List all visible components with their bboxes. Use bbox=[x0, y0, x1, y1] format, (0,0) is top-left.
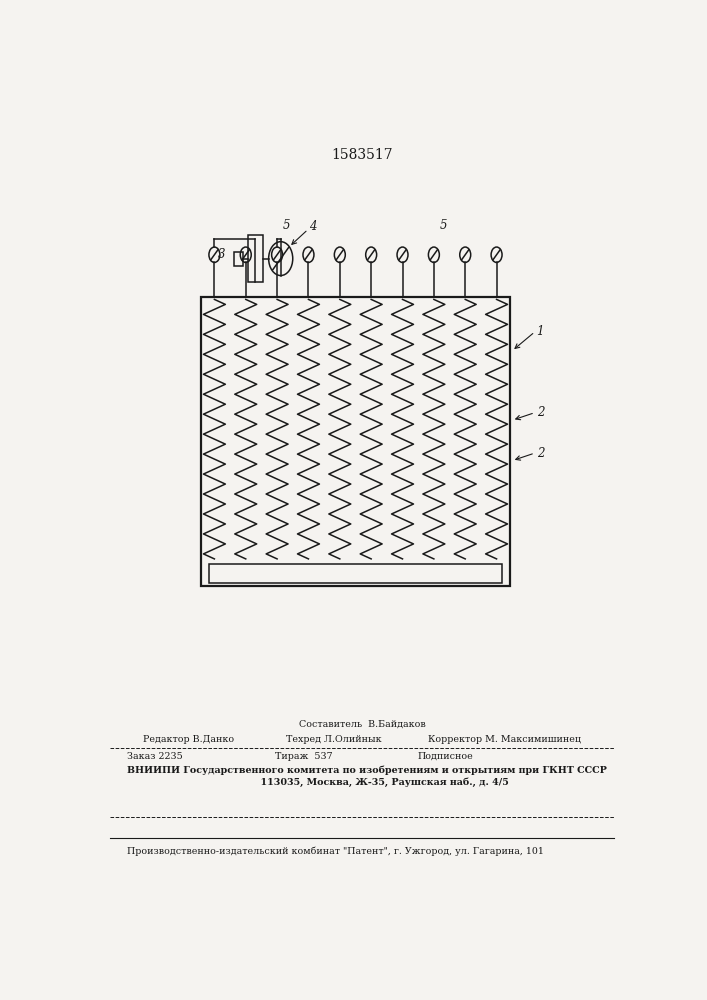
Text: Составитель  В.Байдаков: Составитель В.Байдаков bbox=[299, 720, 426, 729]
Text: Подписное: Подписное bbox=[417, 752, 473, 761]
Text: 1: 1 bbox=[537, 325, 544, 338]
Text: 2: 2 bbox=[537, 447, 544, 460]
Text: Редактор В.Данко: Редактор В.Данко bbox=[144, 735, 234, 744]
Text: ВНИИПИ Государственного комитета по изобретениям и открытиям при ГКНТ СССР: ВНИИПИ Государственного комитета по изоб… bbox=[127, 766, 607, 775]
Text: Техред Л.Олийнык: Техред Л.Олийнык bbox=[286, 735, 381, 744]
Text: Заказ 2235: Заказ 2235 bbox=[127, 752, 182, 761]
Text: 4: 4 bbox=[309, 220, 316, 233]
Text: 2: 2 bbox=[537, 406, 544, 419]
Text: 1583517: 1583517 bbox=[332, 148, 393, 162]
Text: Корректор М. Максимишинец: Корректор М. Максимишинец bbox=[428, 735, 581, 744]
Text: Производственно-издательский комбинат "Патент", г. Ужгород, ул. Гагарина, 101: Производственно-издательский комбинат "П… bbox=[127, 847, 544, 856]
Text: 3: 3 bbox=[218, 248, 226, 261]
Text: 5: 5 bbox=[440, 219, 448, 232]
Bar bbox=[233, 252, 243, 266]
Text: 113035, Москва, Ж-35, Раушская наб., д. 4/5: 113035, Москва, Ж-35, Раушская наб., д. … bbox=[216, 777, 509, 787]
Text: 5: 5 bbox=[284, 219, 291, 232]
Bar bbox=[201, 297, 510, 586]
Text: Тираж  537: Тираж 537 bbox=[275, 752, 332, 761]
Bar bbox=[248, 235, 263, 282]
Bar bbox=[209, 564, 502, 583]
